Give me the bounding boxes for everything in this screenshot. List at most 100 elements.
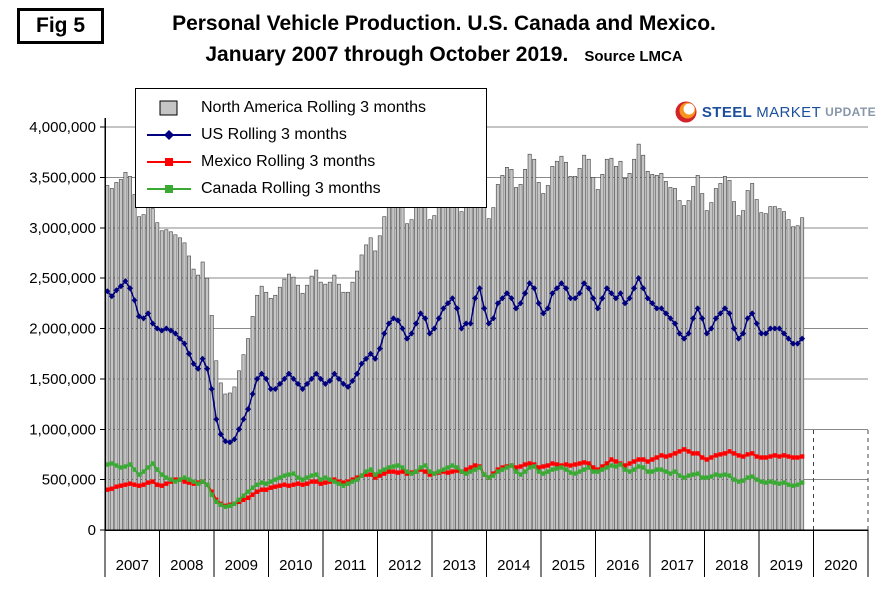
bar	[604, 158, 609, 531]
line-series-canada-rolling-3-months	[105, 461, 805, 509]
bar	[609, 157, 614, 531]
bar	[182, 242, 187, 531]
marker-square	[795, 482, 800, 487]
marker-square	[695, 471, 700, 476]
marker-square	[568, 463, 573, 468]
marker-square	[650, 469, 655, 474]
marker-square	[786, 454, 791, 459]
bar	[568, 176, 573, 531]
marker-square	[105, 462, 110, 467]
bar	[359, 254, 364, 531]
marker-square	[545, 469, 550, 474]
bar	[582, 154, 587, 531]
marker-square	[145, 465, 151, 470]
bar	[432, 215, 437, 531]
bar	[673, 188, 677, 531]
bar	[632, 158, 637, 531]
marker-diamond	[354, 370, 361, 377]
marker-diamond	[245, 406, 252, 413]
marker-diamond	[576, 290, 583, 297]
series-markers	[105, 461, 805, 509]
marker-square	[468, 469, 473, 474]
marker-diamond	[785, 335, 792, 342]
marker-square	[491, 473, 496, 478]
logo-word-market: MARKET	[756, 103, 822, 121]
marker-diamond	[590, 295, 597, 302]
marker-square	[663, 469, 669, 474]
marker-diamond	[472, 295, 479, 302]
bar	[341, 291, 346, 531]
marker-diamond	[563, 285, 569, 292]
marker-square	[522, 469, 528, 474]
marker-square	[418, 465, 423, 470]
marker-diamond	[258, 370, 265, 377]
bar	[264, 291, 269, 531]
marker-square	[604, 461, 610, 466]
marker-square	[173, 479, 178, 484]
marker-diamond	[454, 305, 460, 312]
marker-diamond	[222, 438, 229, 445]
marker-diamond	[726, 310, 733, 317]
marker-diamond	[517, 300, 524, 307]
marker-diamond	[599, 295, 606, 302]
marker-diamond	[413, 320, 420, 327]
bar	[623, 178, 627, 531]
marker-square	[777, 481, 782, 486]
bar	[137, 216, 141, 531]
marker-diamond	[585, 285, 592, 292]
marker-square	[314, 479, 319, 484]
marker-square	[650, 457, 655, 462]
marker-square	[214, 499, 219, 504]
marker-square	[114, 463, 119, 468]
marker-diamond	[731, 325, 737, 332]
marker-diamond	[776, 325, 783, 332]
bar	[445, 183, 450, 531]
bar	[323, 283, 328, 531]
bar	[259, 285, 264, 531]
bar	[495, 184, 500, 531]
bar	[595, 189, 600, 531]
marker-diamond	[781, 330, 787, 337]
marker-square	[745, 452, 750, 457]
marker-square	[550, 467, 555, 472]
marker-square	[495, 469, 501, 474]
marker-square	[141, 469, 146, 474]
bar	[482, 197, 487, 531]
marker-square	[482, 472, 487, 477]
marker-square	[105, 487, 110, 492]
marker-square	[509, 463, 514, 468]
bar	[109, 188, 114, 531]
marker-square	[609, 457, 614, 462]
legend-item-1: North America Rolling 3 months	[146, 94, 476, 121]
marker-diamond	[685, 330, 692, 337]
marker-square	[318, 481, 323, 486]
marker-square	[527, 465, 532, 470]
marker-square	[391, 469, 396, 474]
bar	[318, 281, 323, 531]
marker-diamond	[190, 360, 197, 367]
marker-diamond	[753, 320, 760, 327]
bar	[168, 231, 173, 531]
bar	[650, 174, 655, 531]
marker-diamond	[122, 278, 129, 285]
marker-square	[209, 492, 214, 497]
marker-square	[631, 467, 637, 472]
marker-square	[527, 461, 532, 466]
marker-square	[522, 462, 528, 467]
marker-square	[772, 453, 778, 458]
bar	[691, 186, 696, 531]
marker-square	[423, 463, 428, 468]
marker-diamond	[667, 315, 674, 322]
bar	[477, 161, 482, 531]
marker-diamond	[385, 320, 392, 327]
marker-square	[250, 492, 255, 497]
marker-square	[754, 477, 759, 482]
marker-square	[799, 480, 805, 485]
marker-square	[554, 466, 560, 471]
marker-square	[654, 467, 659, 472]
marker-diamond	[426, 330, 433, 337]
marker-diamond	[603, 285, 610, 292]
marker-square	[463, 471, 469, 476]
marker-diamond	[676, 330, 683, 337]
marker-square	[159, 483, 164, 488]
